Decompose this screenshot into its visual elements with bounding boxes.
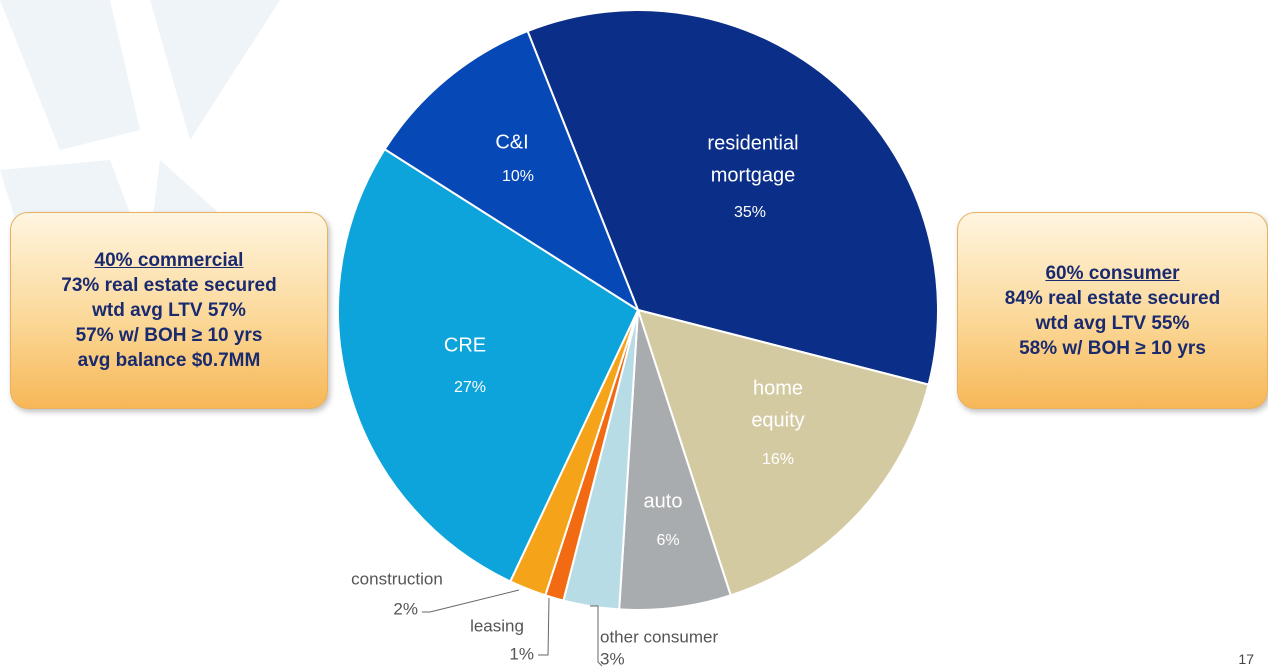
slice-label: mortgage [711, 164, 796, 186]
slice-value: 3% [600, 649, 625, 668]
page-number: 17 [1238, 651, 1254, 667]
slice-value: 27% [454, 379, 486, 396]
pie-slice [526, 9, 939, 386]
box-line: 84% real estate secured [1004, 287, 1221, 309]
pie-slice [383, 29, 641, 313]
leader-line [422, 589, 520, 613]
slice-value: 2% [393, 599, 418, 618]
slice-value: 1% [509, 644, 534, 663]
leader-line [590, 605, 603, 667]
pie: residential mortgage 35% home equity 16% auto 6… [337, 9, 939, 668]
slice-value: 16% [762, 451, 794, 468]
box-line: 73% real estate secured [61, 275, 277, 296]
box-line: 57% w/ BOH ≥ 10 yrs [75, 325, 263, 346]
pie-slice [337, 147, 640, 583]
slice-label: construction [351, 569, 443, 588]
slice-label: CRE [444, 334, 486, 356]
box-line: 58% w/ BOH ≥ 10 yrs [1019, 337, 1206, 359]
box-heading: 40% commercial [94, 250, 244, 271]
slice-label: auto [644, 490, 683, 512]
pie-slice [636, 308, 930, 597]
box-line: wtd avg LTV 57% [92, 300, 246, 321]
box-heading: 60% consumer [1045, 262, 1180, 284]
slice-label: home [753, 377, 803, 399]
slice-label: other consumer [600, 627, 718, 646]
commercial-box: 40% commercial 73% real estate secured wtd… [10, 212, 328, 409]
consumer-box: 60% consumer 84% real estate secured wtd a… [957, 212, 1268, 409]
box-line: avg balance $0.7MM [77, 350, 261, 371]
slice-label: C&I [495, 131, 528, 153]
slice-value: 6% [656, 532, 679, 549]
slice-value: 35% [734, 204, 766, 221]
slice-label: leasing [470, 616, 524, 635]
slice-label: equity [751, 409, 804, 431]
box-line: wtd avg LTV 55% [1035, 312, 1190, 334]
leader-line [538, 597, 550, 656]
slice-label: residential [707, 132, 798, 154]
slice-value: 10% [502, 168, 534, 185]
